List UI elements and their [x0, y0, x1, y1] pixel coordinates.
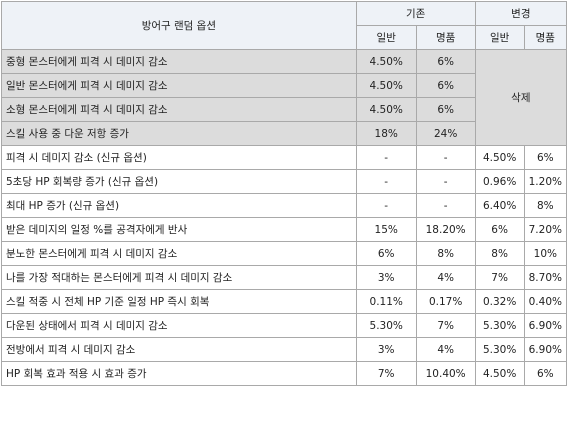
table-row: 전방에서 피격 시 데미지 감소 3% 4% 5.30% 6.90%	[1, 337, 567, 362]
before-normal-value: 4.50%	[355, 73, 417, 98]
after-normal-value: 5.30%	[474, 313, 525, 338]
table-row: 소형 몬스터에게 피격 시 데미지 감소 4.50% 6%	[1, 97, 567, 122]
after-normal-value: 4.50%	[474, 145, 525, 170]
option-name: 중형 몬스터에게 피격 시 데미지 감소	[1, 49, 357, 74]
table-row: 스킬 적중 시 전체 HP 기준 일정 HP 즉시 회복 0.11% 0.17%…	[1, 289, 567, 314]
removed-label: 삭제	[474, 49, 567, 146]
after-normal-value: 6%	[474, 217, 525, 242]
header-after: 변경	[474, 1, 567, 26]
after-masterpiece-value: 1.20%	[523, 169, 567, 194]
after-normal-value: 8%	[474, 241, 525, 266]
before-masterpiece-value: 6%	[415, 49, 476, 74]
before-normal-value: -	[355, 193, 417, 218]
after-normal-value: 5.30%	[474, 337, 525, 362]
before-masterpiece-value: 4%	[415, 265, 476, 290]
before-normal-value: 3%	[355, 265, 417, 290]
table-row: 중형 몬스터에게 피격 시 데미지 감소 4.50% 6% 삭제	[1, 49, 567, 146]
option-name: 분노한 몬스터에게 피격 시 데미지 감소	[1, 241, 357, 266]
header-after-masterpiece: 명품	[523, 25, 567, 50]
table-row: 5초당 HP 회복량 증가 (신규 옵션) - - 0.96% 1.20%	[1, 169, 567, 194]
after-normal-value: 4.50%	[474, 361, 525, 386]
before-normal-value: -	[355, 169, 417, 194]
option-name: 다운된 상태에서 피격 시 데미지 감소	[1, 313, 357, 338]
option-name: 일반 몬스터에게 피격 시 데미지 감소	[1, 73, 357, 98]
option-name: 스킬 적중 시 전체 HP 기준 일정 HP 즉시 회복	[1, 289, 357, 314]
after-masterpiece-value: 0.40%	[523, 289, 567, 314]
before-masterpiece-value: 0.17%	[415, 289, 476, 314]
option-name: 5초당 HP 회복량 증가 (신규 옵션)	[1, 169, 357, 194]
after-normal-value: 6.40%	[474, 193, 525, 218]
table-row: 다운된 상태에서 피격 시 데미지 감소 5.30% 7% 5.30% 6.90…	[1, 313, 567, 338]
before-masterpiece-value: 10.40%	[415, 361, 476, 386]
option-name: 소형 몬스터에게 피격 시 데미지 감소	[1, 97, 357, 122]
before-normal-value: -	[355, 145, 417, 170]
before-masterpiece-value: 7%	[415, 313, 476, 338]
header-option: 방어구 랜덤 옵션	[1, 1, 357, 50]
table-row: 스킬 사용 중 다운 저항 증가 18% 24%	[1, 121, 567, 146]
header-before-masterpiece: 명품	[415, 25, 476, 50]
before-masterpiece-value: 6%	[415, 73, 476, 98]
after-masterpiece-value: 6.90%	[523, 337, 567, 362]
before-normal-value: 5.30%	[355, 313, 417, 338]
before-normal-value: 15%	[355, 217, 417, 242]
before-masterpiece-value: -	[415, 193, 476, 218]
option-name: 나를 가장 적대하는 몬스터에게 피격 시 데미지 감소	[1, 265, 357, 290]
table-row: 나를 가장 적대하는 몬스터에게 피격 시 데미지 감소 3% 4% 7% 8.…	[1, 265, 567, 290]
after-masterpiece-value: 6%	[523, 361, 567, 386]
header-before: 기존	[355, 1, 476, 26]
header-before-normal: 일반	[355, 25, 417, 50]
before-normal-value: 7%	[355, 361, 417, 386]
before-masterpiece-value: 4%	[415, 337, 476, 362]
before-masterpiece-value: -	[415, 169, 476, 194]
after-masterpiece-value: 10%	[523, 241, 567, 266]
option-name: 스킬 사용 중 다운 저항 증가	[1, 121, 357, 146]
before-normal-value: 3%	[355, 337, 417, 362]
table-row: 최대 HP 증가 (신규 옵션) - - 6.40% 8%	[1, 193, 567, 218]
after-normal-value: 7%	[474, 265, 525, 290]
before-masterpiece-value: 6%	[415, 97, 476, 122]
option-name: 전방에서 피격 시 데미지 감소	[1, 337, 357, 362]
after-masterpiece-value: 8.70%	[523, 265, 567, 290]
before-normal-value: 6%	[355, 241, 417, 266]
table-row: 받은 데미지의 일정 %를 공격자에게 반사 15% 18.20% 6% 7.2…	[1, 217, 567, 242]
option-name: 최대 HP 증가 (신규 옵션)	[1, 193, 357, 218]
before-masterpiece-value: 18.20%	[415, 217, 476, 242]
after-masterpiece-value: 8%	[523, 193, 567, 218]
table-row: 일반 몬스터에게 피격 시 데미지 감소 4.50% 6%	[1, 73, 567, 98]
option-name: 받은 데미지의 일정 %를 공격자에게 반사	[1, 217, 357, 242]
header-after-normal: 일반	[474, 25, 525, 50]
after-normal-value: 0.32%	[474, 289, 525, 314]
option-name: HP 회복 효과 적용 시 효과 증가	[1, 361, 357, 386]
before-normal-value: 0.11%	[355, 289, 417, 314]
before-masterpiece-value: 24%	[415, 121, 476, 146]
table-row: 분노한 몬스터에게 피격 시 데미지 감소 6% 8% 8% 10%	[1, 241, 567, 266]
before-normal-value: 4.50%	[355, 49, 417, 74]
before-normal-value: 4.50%	[355, 97, 417, 122]
before-masterpiece-value: -	[415, 145, 476, 170]
after-masterpiece-value: 6%	[523, 145, 567, 170]
before-masterpiece-value: 8%	[415, 241, 476, 266]
table-row: HP 회복 효과 적용 시 효과 증가 7% 10.40% 4.50% 6%	[1, 361, 567, 386]
after-masterpiece-value: 7.20%	[523, 217, 567, 242]
after-normal-value: 0.96%	[474, 169, 525, 194]
before-normal-value: 18%	[355, 121, 417, 146]
after-masterpiece-value: 6.90%	[523, 313, 567, 338]
option-name: 피격 시 데미지 감소 (신규 옵션)	[1, 145, 357, 170]
table-row: 피격 시 데미지 감소 (신규 옵션) - - 4.50% 6%	[1, 145, 567, 170]
armor-random-option-table: 방어구 랜덤 옵션 기존 변경 일반 명품 일반 명품 중형 몬스터에게 피격 …	[1, 1, 567, 386]
